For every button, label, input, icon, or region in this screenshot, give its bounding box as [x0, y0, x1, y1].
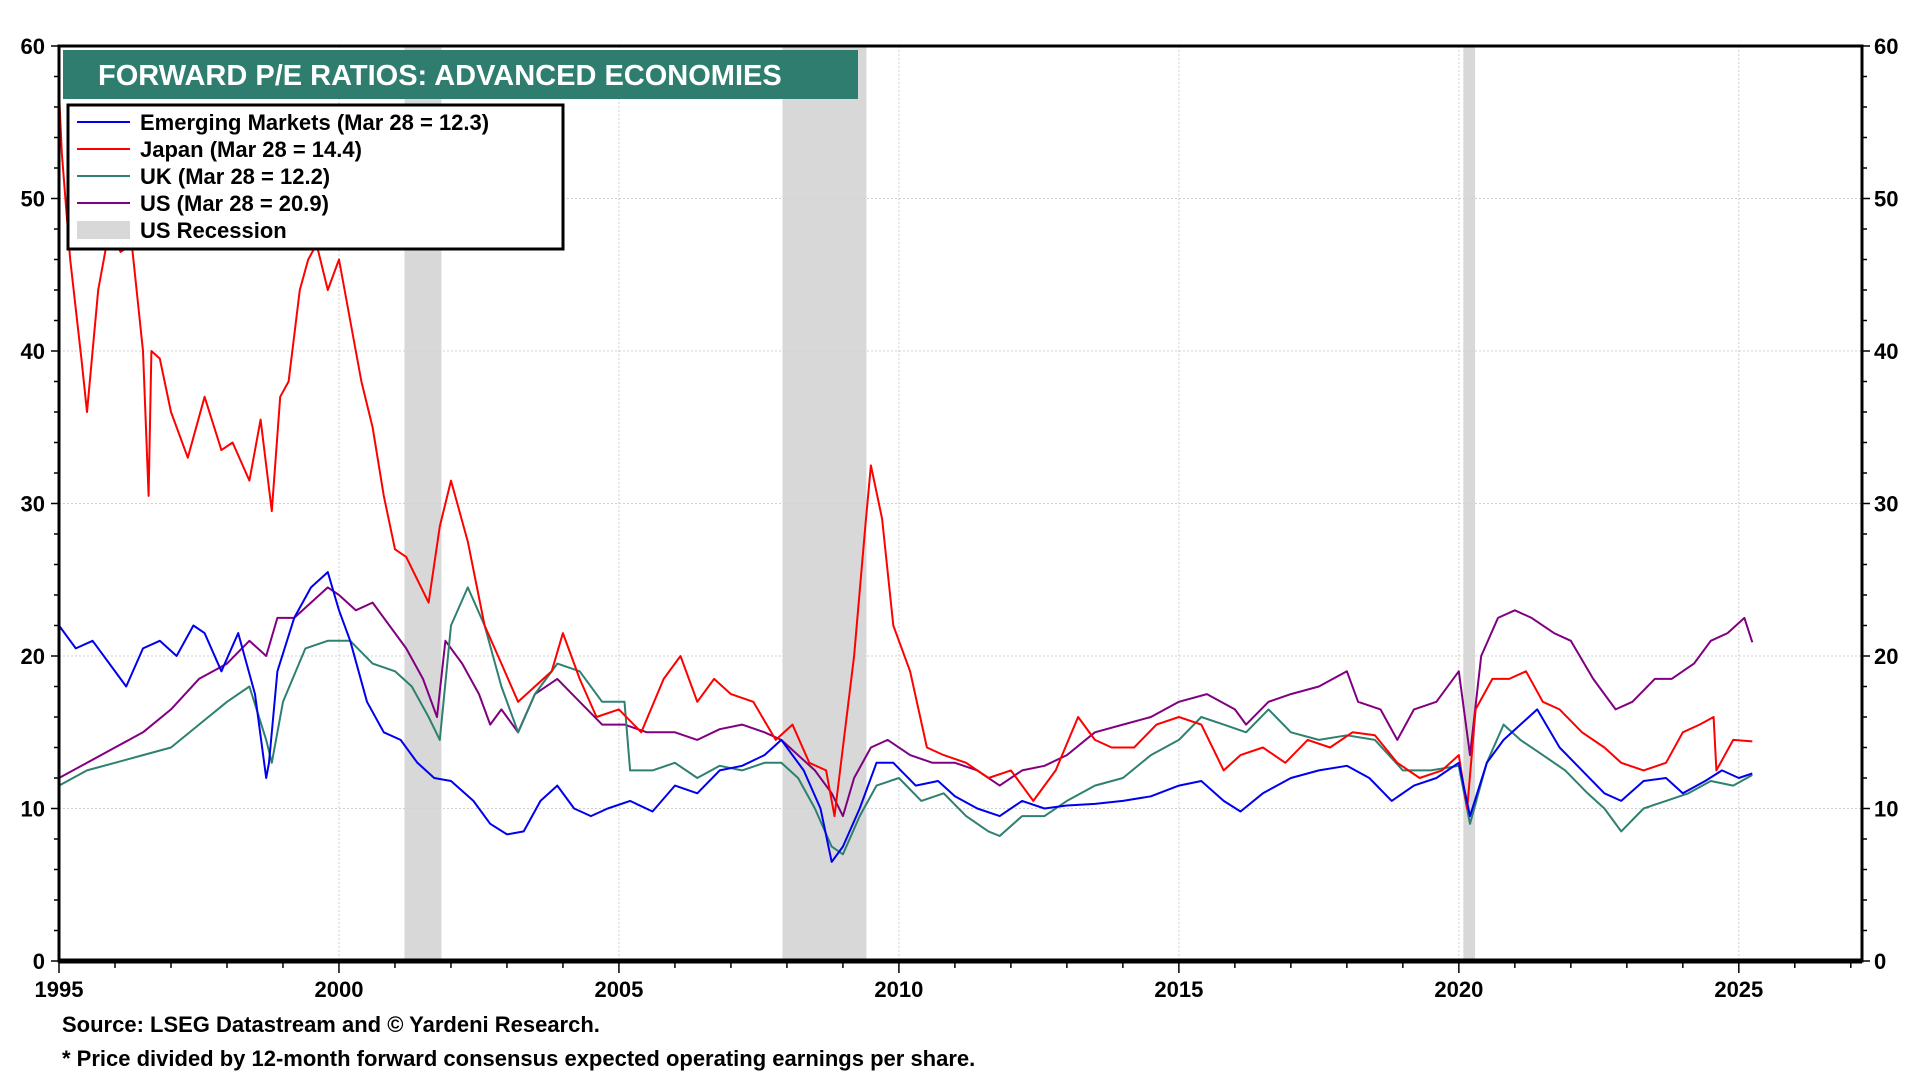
y-tick-label-left: 50 — [21, 187, 45, 212]
y-tick-label-right: 0 — [1874, 949, 1886, 974]
y-tick-label-right: 40 — [1874, 339, 1898, 364]
y-tick-label-left: 0 — [33, 949, 45, 974]
y-tick-label-left: 20 — [21, 644, 45, 669]
y-tick-label-right: 30 — [1874, 492, 1898, 517]
series-line-1 — [58, 91, 1753, 818]
series-line-0 — [58, 571, 1753, 863]
x-tick-label: 1995 — [35, 977, 84, 1002]
title-banner: FORWARD P/E RATIOS: ADVANCED ECONOMIES — [63, 50, 858, 99]
series-line-3 — [58, 586, 1754, 818]
series-lines — [58, 91, 1754, 863]
x-tick-label: 2010 — [874, 977, 923, 1002]
x-tick-label: 2015 — [1154, 977, 1203, 1002]
footnote: * Price divided by 12-month forward cons… — [62, 1046, 976, 1071]
legend-label-recession: US Recession — [140, 218, 287, 243]
legend-box — [66, 103, 565, 251]
title-background — [63, 50, 858, 99]
x-tick-label: 2020 — [1434, 977, 1483, 1002]
recession-bar — [1463, 46, 1476, 961]
y-tick-label-left: 60 — [21, 34, 45, 59]
source-note: Source: LSEG Datastream and © Yardeni Re… — [62, 1012, 600, 1037]
y-tick-label-right: 20 — [1874, 644, 1898, 669]
series-line-2 — [58, 586, 1753, 856]
y-tick-label-left: 30 — [21, 492, 45, 517]
y-tick-label-left: 40 — [21, 339, 45, 364]
x-tick-label: 2025 — [1714, 977, 1763, 1002]
y-tick-label-right: 60 — [1874, 34, 1898, 59]
legend: Emerging Markets (Mar 28 = 12.3)Japan (M… — [66, 103, 565, 251]
legend-swatch-recession — [77, 221, 130, 239]
legend-label-0: Emerging Markets (Mar 28 = 12.3) — [140, 110, 489, 135]
y-tick-label-right: 10 — [1874, 797, 1898, 822]
chart-title: FORWARD P/E RATIOS: ADVANCED ECONOMIES — [98, 60, 782, 92]
y-tick-label-left: 10 — [21, 797, 45, 822]
legend-label-2: UK (Mar 28 = 12.2) — [140, 164, 330, 189]
y-tick-label-right: 50 — [1874, 187, 1898, 212]
legend-label-1: Japan (Mar 28 = 14.4) — [140, 137, 362, 162]
x-tick-label: 2000 — [314, 977, 363, 1002]
x-tick-label: 2005 — [594, 977, 643, 1002]
legend-label-3: US (Mar 28 = 20.9) — [140, 191, 329, 216]
